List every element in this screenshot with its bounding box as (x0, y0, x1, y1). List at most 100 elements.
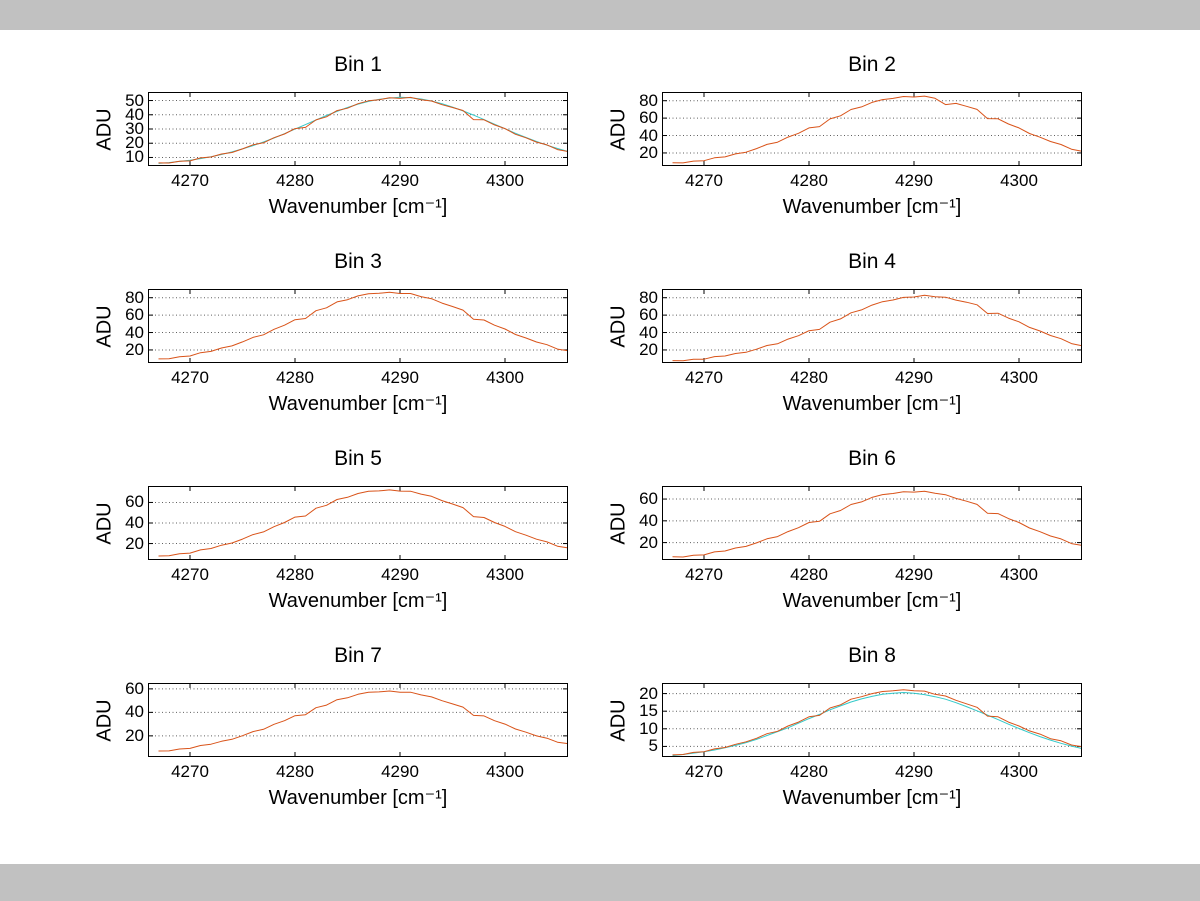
x-tick-label: 4290 (895, 368, 933, 387)
series-orange (672, 689, 1082, 756)
x-tick-label: 4300 (1000, 565, 1038, 584)
series-cyan (158, 96, 568, 164)
x-tick-label: 4300 (486, 368, 524, 387)
x-tick-label: 4300 (1000, 762, 1038, 781)
x-tick-label: 4280 (790, 762, 828, 781)
y-tick-label: 60 (639, 108, 658, 128)
plot-area (662, 289, 1082, 363)
y-tick-label: 80 (125, 287, 144, 307)
y-tick-label: 40 (125, 513, 144, 532)
y-tick-label: 60 (639, 489, 658, 509)
window-chrome-bottom (0, 864, 1200, 901)
series-orange (672, 490, 1082, 558)
y-axis-label-text: ADU (93, 501, 116, 545)
plot-canvas (148, 683, 568, 757)
plot-canvas (148, 289, 568, 363)
plot-area (148, 92, 568, 166)
y-tick-label: 40 (639, 125, 658, 145)
series-orange (672, 95, 1082, 164)
plot-title: Bin 5 (334, 447, 382, 470)
x-axis-label: Wavenumber [cm⁻¹] (782, 393, 962, 415)
x-axis-label: Wavenumber [cm⁻¹] (782, 787, 962, 809)
plot-canvas (148, 92, 568, 166)
subplot-bin-2: Bin 2 ADU Wavenumber [cm⁻¹] 20 40 60 80 4270… (598, 48, 1108, 244)
x-tick-label: 4270 (171, 171, 209, 190)
x-tick-label: 4280 (276, 368, 314, 387)
y-axis-label: ADU (88, 92, 122, 166)
y-tick-label: 80 (639, 287, 658, 307)
series-orange (158, 96, 568, 164)
x-tick-label: 4290 (381, 565, 419, 584)
plot-area (662, 683, 1082, 757)
subplot-bin-8: Bin 8 ADU Wavenumber [cm⁻¹] 5 10 15 20 4270 4… (598, 639, 1108, 835)
x-tick-label: 4300 (486, 565, 524, 584)
y-tick-label: 60 (125, 305, 144, 325)
y-tick-label: 50 (125, 90, 144, 110)
axes-box (148, 92, 568, 166)
y-tick-label: 10 (639, 718, 658, 738)
y-tick-label: 20 (125, 339, 144, 359)
x-tick-label: 4280 (276, 565, 314, 584)
subplot-bin-1: Bin 1 ADU Wavenumber [cm⁻¹] 10 20 30 40 50 42… (84, 48, 594, 244)
plot-canvas (148, 486, 568, 560)
y-axis-label-text: ADU (607, 698, 630, 742)
plot-area (148, 289, 568, 363)
y-tick-label: 20 (639, 339, 658, 359)
y-axis-label: ADU (602, 683, 636, 757)
plot-area (662, 92, 1082, 166)
plot-canvas (662, 683, 1082, 757)
plot-title: Bin 7 (334, 644, 382, 667)
x-tick-label: 4290 (381, 368, 419, 387)
y-tick-label: 20 (639, 142, 658, 162)
y-tick-label: 10 (125, 147, 144, 167)
x-tick-label: 4300 (486, 171, 524, 190)
x-axis-label: Wavenumber [cm⁻¹] (268, 393, 448, 415)
y-tick-label: 40 (125, 322, 144, 342)
x-tick-label: 4290 (381, 762, 419, 781)
series-orange (672, 294, 1082, 362)
y-tick-label: 40 (125, 104, 144, 124)
plot-canvas (662, 92, 1082, 166)
y-tick-label: 20 (639, 532, 658, 552)
series-orange (158, 690, 568, 752)
y-axis-label-text: ADU (93, 698, 116, 742)
y-tick-label: 20 (639, 683, 658, 703)
x-tick-label: 4270 (171, 762, 209, 781)
y-tick-label: 20 (125, 533, 144, 553)
y-axis-label-text: ADU (607, 107, 630, 151)
subplot-bin-7: Bin 7 ADU Wavenumber [cm⁻¹] 20 40 60 4270 42… (84, 639, 594, 835)
x-tick-label: 4280 (276, 171, 314, 190)
plot-title: Bin 6 (848, 447, 896, 470)
x-tick-label: 4290 (895, 565, 933, 584)
axes-box (148, 683, 568, 757)
y-tick-label: 20 (125, 725, 144, 745)
x-tick-label: 4290 (381, 171, 419, 190)
y-tick-label: 30 (125, 119, 144, 138)
y-tick-label: 40 (125, 702, 144, 722)
y-tick-label: 60 (125, 678, 144, 698)
y-axis-label: ADU (88, 683, 122, 757)
x-axis-label: Wavenumber [cm⁻¹] (268, 787, 448, 809)
plot-title: Bin 8 (848, 644, 896, 667)
x-tick-label: 4270 (685, 171, 723, 190)
y-axis-label-text: ADU (607, 304, 630, 348)
y-axis-label: ADU (602, 486, 636, 560)
x-tick-label: 4300 (486, 762, 524, 781)
x-tick-label: 4270 (171, 368, 209, 387)
plot-area (148, 486, 568, 560)
x-tick-label: 4280 (276, 762, 314, 781)
x-axis-label: Wavenumber [cm⁻¹] (782, 196, 962, 218)
x-tick-label: 4270 (685, 565, 723, 584)
y-axis-label-text: ADU (607, 501, 630, 545)
x-tick-label: 4290 (895, 171, 933, 190)
x-axis-label: Wavenumber [cm⁻¹] (782, 590, 962, 612)
axes-box (662, 289, 1082, 363)
series-cyan (672, 692, 1082, 757)
plot-title: Bin 3 (334, 250, 382, 273)
y-tick-label: 60 (639, 305, 658, 325)
y-tick-label: 20 (125, 133, 144, 153)
y-tick-label: 80 (639, 90, 658, 110)
series-orange (158, 489, 568, 557)
axes-box (662, 486, 1082, 560)
